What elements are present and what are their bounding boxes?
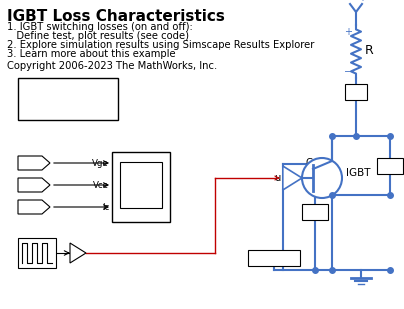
Text: +: + (344, 27, 352, 37)
Bar (120, 162, 162, 208)
Text: Ic: Ic (352, 87, 360, 96)
Text: Ic: Ic (102, 202, 109, 211)
Bar (18, 78, 118, 120)
Bar (112, 152, 170, 222)
Text: Ic: Ic (26, 202, 34, 211)
Text: 2. Explore simulation results using Simscape Results Explorer: 2. Explore simulation results using Sims… (7, 40, 314, 50)
Text: Set Parameters: Set Parameters (28, 89, 108, 99)
Polygon shape (18, 200, 50, 214)
Polygon shape (18, 156, 50, 170)
Text: +: + (358, 0, 366, 3)
Text: G: G (306, 158, 314, 168)
Text: Vge: Vge (306, 208, 324, 217)
Text: −: − (344, 67, 352, 77)
Text: Copyright 2006-2023 The MathWorks, Inc.: Copyright 2006-2023 The MathWorks, Inc. (7, 61, 217, 71)
Bar (18, 238, 56, 268)
Polygon shape (18, 178, 50, 192)
Bar (248, 250, 300, 266)
Text: 3. Learn more about this example: 3. Learn more about this example (7, 49, 176, 59)
Text: Define test, plot results (see code): Define test, plot results (see code) (7, 31, 189, 41)
Text: Vge: Vge (92, 159, 109, 167)
Text: S: S (306, 180, 312, 190)
Text: u: u (275, 173, 281, 183)
Text: Vce: Vce (93, 180, 109, 189)
Bar (345, 84, 367, 100)
Text: f(x) = 0: f(x) = 0 (257, 253, 291, 263)
Polygon shape (283, 166, 302, 190)
Text: R: R (365, 44, 374, 57)
Text: Vce: Vce (22, 180, 38, 189)
Circle shape (302, 158, 342, 198)
Polygon shape (70, 243, 86, 263)
Text: For Test: For Test (48, 100, 88, 110)
Bar (377, 158, 403, 173)
Text: 1. IGBT switching losses (on and off):: 1. IGBT switching losses (on and off): (7, 22, 193, 32)
Text: Vge: Vge (21, 159, 39, 167)
Bar (302, 204, 328, 220)
Text: IGBT Loss Characteristics: IGBT Loss Characteristics (7, 9, 225, 24)
Text: IGBT: IGBT (346, 168, 370, 178)
Text: Vce: Vce (382, 161, 398, 170)
